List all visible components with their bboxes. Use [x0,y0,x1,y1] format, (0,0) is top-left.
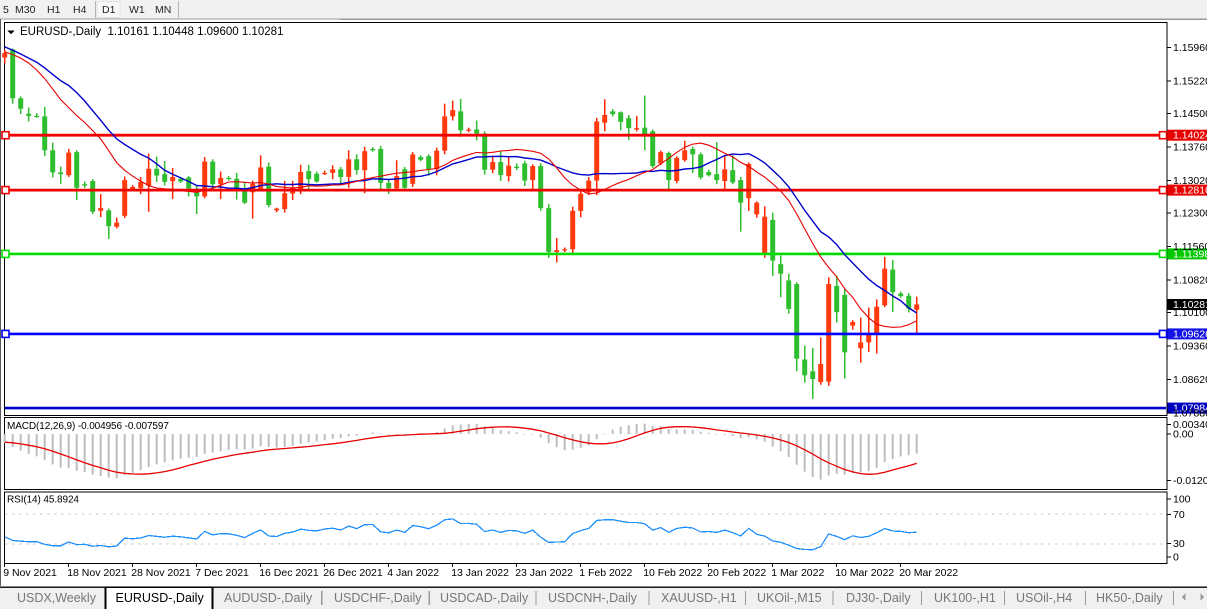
svg-text:1.10281: 1.10281 [1173,299,1207,311]
svg-text:W1: W1 [129,4,145,16]
svg-text:H4: H4 [73,4,87,16]
svg-text:-0.012055: -0.012055 [1173,475,1207,487]
svg-text:0.00: 0.00 [1173,429,1194,441]
svg-text:AUDUSD-,Daily: AUDUSD-,Daily [224,591,313,605]
svg-text:1.13020: 1.13020 [1173,175,1207,187]
svg-text:23 Jan 2022: 23 Jan 2022 [515,567,573,579]
svg-text:10 Mar 2022: 10 Mar 2022 [835,567,894,579]
svg-text:DJ30-,Daily: DJ30-,Daily [846,591,911,605]
svg-text:UK100-,H1: UK100-,H1 [934,591,996,605]
svg-text:0: 0 [1173,552,1179,564]
svg-text:1 Mar 2022: 1 Mar 2022 [771,567,824,579]
svg-text:20 Mar 2022: 20 Mar 2022 [899,567,958,579]
svg-text:1.10100: 1.10100 [1173,307,1207,319]
svg-text:30: 30 [1173,538,1185,550]
svg-text:10 Feb 2022: 10 Feb 2022 [643,567,702,579]
svg-text:1.14024: 1.14024 [1173,130,1207,142]
svg-text:1.12810: 1.12810 [1173,185,1207,197]
svg-text:13 Jan 2022: 13 Jan 2022 [451,567,509,579]
svg-text:M30: M30 [15,4,36,16]
svg-text:USDX,Weekly: USDX,Weekly [17,591,97,605]
svg-text:18 Nov 2021: 18 Nov 2021 [67,567,127,579]
svg-text:MN: MN [155,4,171,16]
svg-text:9 Nov 2021: 9 Nov 2021 [3,567,57,579]
svg-text:70: 70 [1173,509,1185,521]
svg-text:28 Nov 2021: 28 Nov 2021 [131,567,191,579]
svg-text:16 Dec 2021: 16 Dec 2021 [259,567,319,579]
svg-text:1.11398: 1.11398 [1173,248,1207,260]
svg-text:1 Feb 2022: 1 Feb 2022 [579,567,632,579]
svg-text:0.003408: 0.003408 [1173,419,1207,431]
svg-text:26 Dec 2021: 26 Dec 2021 [323,567,383,579]
svg-text:1.07984: 1.07984 [1173,403,1207,415]
svg-text:1.15960: 1.15960 [1173,42,1207,54]
svg-text:1.15220: 1.15220 [1173,76,1207,88]
svg-text:1.08620: 1.08620 [1173,374,1207,386]
svg-text:1.11560: 1.11560 [1173,241,1207,253]
svg-text:100: 100 [1173,494,1191,506]
svg-text:XAUUSD-,H1: XAUUSD-,H1 [661,591,737,605]
svg-text:H1: H1 [47,4,61,16]
svg-text:D1: D1 [102,4,116,16]
svg-text:5: 5 [3,4,9,16]
svg-text:RSI(14) 45.8924: RSI(14) 45.8924 [7,495,79,506]
svg-text:1.12300: 1.12300 [1173,208,1207,220]
svg-text:USDCAD-,Daily: USDCAD-,Daily [440,591,529,605]
svg-text:EURUSD-,Daily 1.10161 1.10448: EURUSD-,Daily 1.10161 1.10448 1.09600 1.… [20,26,283,38]
svg-text:1.09360: 1.09360 [1173,341,1207,353]
svg-text:USOil-,H4: USOil-,H4 [1016,591,1072,605]
svg-text:1.14500: 1.14500 [1173,108,1207,120]
svg-text:MACD(12,26,9) -0.004956 -0.007: MACD(12,26,9) -0.004956 -0.007597 [7,421,169,432]
svg-text:EURUSD-,Daily: EURUSD-,Daily [116,591,205,605]
svg-text:UKOil-,M15: UKOil-,M15 [757,591,822,605]
svg-text:1.10820: 1.10820 [1173,275,1207,287]
svg-text:USDCHF-,Daily: USDCHF-,Daily [334,591,422,605]
svg-text:USDCNH-,Daily: USDCNH-,Daily [548,591,638,605]
svg-text:20 Feb 2022: 20 Feb 2022 [707,567,766,579]
svg-text:HK50-,Daily: HK50-,Daily [1096,591,1163,605]
svg-text:4 Jan 2022: 4 Jan 2022 [387,567,439,579]
svg-text:1.13760: 1.13760 [1173,142,1207,154]
svg-text:1.09626: 1.09626 [1173,328,1207,340]
svg-text:7 Dec 2021: 7 Dec 2021 [195,567,249,579]
